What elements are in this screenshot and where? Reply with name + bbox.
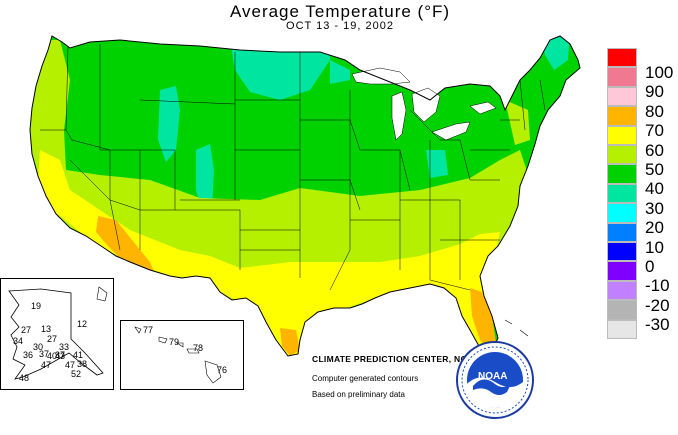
- legend-label: 0: [645, 257, 655, 276]
- legend-swatch-80: [607, 86, 637, 107]
- alaska-value: 36: [23, 350, 34, 360]
- legend-label: -30: [645, 315, 670, 335]
- legend-label: 60: [645, 140, 664, 160]
- alaska-value: 52: [71, 369, 82, 379]
- legend-swatch-30: [607, 183, 637, 204]
- alaska-value: 30: [33, 342, 44, 352]
- hawaii-value: 78: [193, 343, 204, 353]
- alaska-value: 19: [31, 301, 42, 311]
- legend-label: 20: [645, 218, 664, 238]
- noaa-logo-text: NOAA: [478, 371, 508, 382]
- alaska-value: 48: [19, 373, 30, 383]
- legend-swatch-bottom: [607, 319, 637, 339]
- alaska-value: 37: [55, 350, 66, 360]
- noaa-logo-icon: [456, 341, 534, 419]
- alaska-inset: 19 12 27 13 27 34 30 36 37 40 37 33 41 4…: [0, 278, 114, 390]
- alaska-value: 27: [21, 325, 32, 335]
- legend-swatch-100: [607, 48, 637, 68]
- map-title: Average Temperature (°F): [229, 2, 451, 21]
- legend-swatch-10: [607, 222, 637, 242]
- legend-swatch-minus-30: [607, 300, 637, 320]
- alaska-outline: [8, 286, 108, 380]
- legend-swatch-70: [607, 106, 637, 126]
- legend-swatch-40: [607, 164, 637, 184]
- alaska-value: 33: [59, 342, 70, 352]
- legend-label: 50: [645, 160, 664, 179]
- map-subtitle: OCT 13 - 19, 2002: [286, 20, 394, 32]
- alaska-value: 13: [41, 324, 52, 334]
- legend-label: -10: [645, 276, 670, 296]
- us-temperature-map: [29, 35, 581, 357]
- hawaii-outline: [134, 326, 222, 384]
- alaska-value: 41: [73, 350, 84, 360]
- credit-method: Computer generated contours: [312, 374, 419, 383]
- alaska-value: 47: [65, 360, 76, 370]
- legend-swatch-minus-10: [607, 261, 637, 281]
- legend-label: 90: [645, 82, 664, 102]
- legend-label: 70: [645, 121, 664, 141]
- legend-label: 40: [645, 179, 664, 199]
- alaska-value: 43: [55, 351, 66, 361]
- legend-swatch-20: [607, 203, 637, 223]
- credit-agency: CLIMATE PREDICTION CENTER, NOAA: [312, 354, 481, 364]
- legend-label: 100: [645, 63, 674, 82]
- hawaii-value: 79: [169, 337, 180, 347]
- legend-swatch-0: [607, 242, 637, 262]
- alaska-value: 34: [13, 336, 24, 346]
- legend-swatch-minus-20: [607, 280, 637, 301]
- legend-label: 80: [645, 101, 664, 121]
- alaska-value: 37: [39, 349, 50, 359]
- legend-swatch-50: [607, 145, 637, 165]
- alaska-value: 27: [47, 334, 58, 344]
- legend-swatch-60: [607, 125, 637, 145]
- hawaii-inset: 77 79 78 76: [120, 320, 244, 390]
- alaska-value: 40: [47, 351, 58, 361]
- legend-label: 10: [645, 237, 664, 257]
- credit-data-note: Based on preliminary data: [312, 390, 405, 399]
- alaska-value: 38: [77, 359, 88, 369]
- alaska-value: 12: [77, 319, 88, 329]
- legend-label: -20: [645, 295, 670, 315]
- alaska-value: 47: [41, 360, 52, 370]
- hawaii-value: 77: [143, 325, 154, 335]
- legend-label: 30: [645, 198, 664, 218]
- hawaii-value: 76: [217, 365, 228, 375]
- legend-swatch-90: [607, 67, 637, 87]
